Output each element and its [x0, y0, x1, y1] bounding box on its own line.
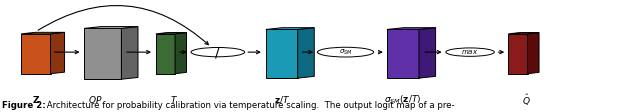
Text: Figure 2:: Figure 2:	[2, 101, 45, 110]
Polygon shape	[419, 28, 436, 78]
Polygon shape	[508, 33, 539, 34]
Text: Architecture for probability calibration via temperature scaling.  The output lo: Architecture for probability calibration…	[44, 101, 455, 110]
Text: $\mathbf{Z}$: $\mathbf{Z}$	[32, 94, 40, 105]
Polygon shape	[298, 28, 314, 78]
Ellipse shape	[446, 48, 494, 56]
Polygon shape	[387, 28, 436, 29]
Text: $T$: $T$	[170, 94, 179, 105]
Polygon shape	[122, 27, 138, 79]
Text: $\sigma_{SM}(\mathbf{z}/T)$: $\sigma_{SM}(\mathbf{z}/T)$	[384, 93, 422, 106]
Polygon shape	[266, 29, 298, 78]
Text: $max$: $max$	[461, 48, 479, 56]
Polygon shape	[266, 28, 314, 29]
Polygon shape	[508, 34, 527, 74]
Polygon shape	[156, 33, 186, 34]
Polygon shape	[387, 29, 419, 78]
Text: $\mathbf{z}/T$: $\mathbf{z}/T$	[273, 94, 290, 105]
Polygon shape	[156, 34, 175, 74]
Polygon shape	[84, 28, 122, 79]
Ellipse shape	[191, 47, 244, 57]
Text: $OP$: $OP$	[88, 94, 102, 105]
Text: $/$: $/$	[214, 45, 221, 60]
Polygon shape	[527, 33, 539, 74]
Polygon shape	[84, 27, 138, 28]
Ellipse shape	[317, 47, 374, 57]
Polygon shape	[21, 34, 51, 74]
Polygon shape	[51, 32, 65, 74]
Text: $\hat{Q}$: $\hat{Q}$	[522, 92, 531, 108]
Text: $\sigma_{SM}$: $\sigma_{SM}$	[339, 47, 353, 57]
Polygon shape	[21, 32, 65, 34]
Polygon shape	[175, 33, 186, 74]
FancyArrowPatch shape	[38, 5, 209, 45]
